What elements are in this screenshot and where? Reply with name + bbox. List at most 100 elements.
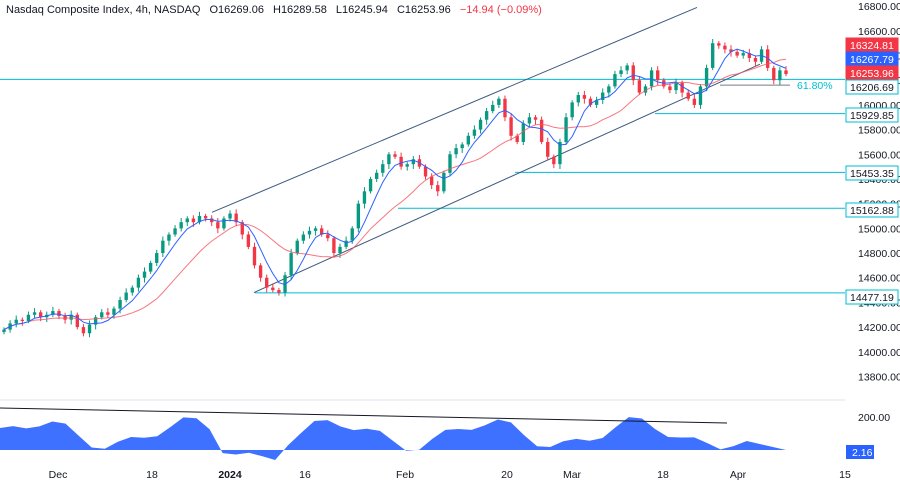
y-tick-label: 15000.00 [858, 223, 900, 235]
candle-body [51, 311, 55, 315]
candle-body [686, 92, 690, 99]
candle-body [466, 135, 470, 145]
oscillator-value-label: 2.16 [852, 447, 873, 459]
ohlc-high: H16289.58 [273, 4, 327, 16]
candle-body [668, 86, 672, 91]
price-tag [845, 165, 899, 181]
candle-body [283, 275, 287, 293]
chart-header: Nasdaq Composite Index, 4h, NASDAQ O1626… [6, 4, 548, 16]
candle-body [680, 82, 684, 93]
channel-lower-line [253, 63, 761, 294]
candle-body [558, 141, 562, 165]
candle-body [130, 287, 134, 293]
candle-body [265, 277, 269, 288]
candle-body [20, 319, 25, 321]
y-tick-label: 14200.00 [858, 322, 900, 334]
symbol-title: Nasdaq Composite Index, 4h, NASDAQ [6, 4, 201, 16]
price-tag-label: 16253.96 [850, 68, 894, 80]
candle-body [87, 324, 92, 334]
candle-body [344, 240, 348, 247]
price-tag-label: 15453.35 [850, 168, 894, 180]
y-tick-label: 15800.00 [858, 125, 900, 137]
oscillator-value-tag [846, 445, 874, 459]
channel-upper-line [211, 6, 698, 213]
candle-body [258, 265, 263, 278]
candle-body [155, 253, 159, 263]
candle-body [698, 86, 703, 105]
y-tick-label: 13800.00 [858, 371, 900, 383]
candle-body [582, 95, 587, 99]
candle-body [429, 176, 434, 186]
candle-body [210, 218, 214, 223]
candle-body [497, 98, 501, 105]
candle-body [100, 312, 104, 318]
candle-body [112, 308, 116, 315]
candle-body [472, 129, 477, 136]
candle-body [546, 141, 550, 157]
candle-body [454, 148, 458, 155]
candle-body [533, 117, 538, 120]
candle-body [527, 117, 532, 124]
candle-body [216, 222, 220, 229]
candle-body [601, 92, 605, 100]
y-tick-label: 14800.00 [858, 248, 900, 260]
x-tick-label: 2024 [218, 469, 242, 481]
candle-body [399, 156, 403, 167]
candle-body [350, 228, 354, 241]
candle-body [179, 222, 183, 229]
candle-body [136, 277, 141, 288]
candle-body [784, 70, 788, 75]
candle-body [539, 119, 544, 142]
candle-body [252, 246, 257, 266]
candle-body [411, 159, 416, 165]
candle-body [106, 312, 110, 315]
candle-body [643, 86, 648, 93]
price-tag-label: 15162.88 [850, 205, 894, 217]
candle-body [295, 240, 299, 254]
candle-body [717, 43, 721, 46]
candle-body [81, 327, 86, 334]
ma-fast-line [3, 48, 787, 331]
price-tag-label: 16267.79 [850, 54, 894, 66]
candle-body [57, 311, 61, 316]
candle-body [448, 154, 452, 173]
oscillator-trendline [0, 407, 728, 424]
candle-body [14, 319, 18, 324]
price-tag-label: 14477.19 [850, 292, 894, 304]
price-tag [845, 289, 899, 305]
candle-body [692, 98, 697, 105]
candle-body [161, 240, 165, 254]
candle-body [753, 58, 758, 62]
candle-body [631, 65, 635, 81]
ohlc-open: O16269.06 [209, 4, 264, 16]
candle-body [747, 53, 752, 59]
price-tag [845, 202, 899, 218]
candle-body [222, 218, 226, 229]
candle-body [38, 312, 43, 318]
price-tag [845, 79, 899, 95]
x-tick-label: 20 [501, 469, 513, 481]
candle-body [203, 216, 208, 219]
candle-body [326, 234, 330, 239]
ohlc-low: L16245.94 [335, 4, 388, 16]
candle-body [588, 98, 593, 105]
fib-level-label: 61.80% [797, 80, 833, 92]
ohlc-close: C16253.96 [396, 4, 451, 16]
candle-body [460, 144, 464, 149]
candle-body [197, 216, 202, 223]
candle-body [289, 253, 293, 276]
candle-body [356, 203, 361, 229]
candle-body [228, 213, 232, 219]
price-tag-label: 15929.85 [850, 110, 894, 122]
candle-body [234, 213, 238, 223]
price-tag-label: 16324.81 [850, 40, 894, 52]
candle-body [478, 119, 483, 130]
candle-body [656, 70, 660, 81]
ma-slow-line [3, 58, 787, 331]
candle-body [93, 317, 98, 325]
candle-body [509, 117, 513, 136]
candle-body [704, 67, 709, 87]
price-tag [845, 107, 899, 123]
oscillator-tick-label: 200.00 [858, 412, 890, 424]
